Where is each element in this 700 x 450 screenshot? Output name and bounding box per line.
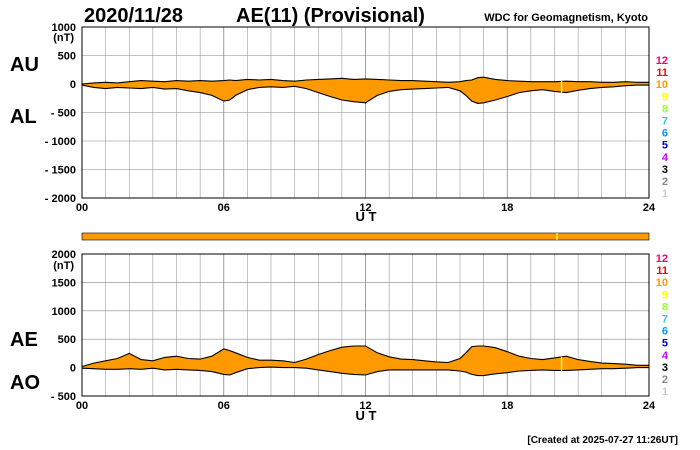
chart-title: AE(11) (Provisional) <box>236 5 425 27</box>
ae-ao-xtick-label: 00 <box>76 400 88 412</box>
ae-ao-ytick-label: 2000 <box>52 249 76 261</box>
source-label: WDC for Geomagnetism, Kyoto <box>484 12 648 24</box>
legend-level-5: 5 <box>662 140 668 152</box>
legend-level-7: 7 <box>662 116 668 128</box>
ae-ao-upper-line <box>81 345 649 368</box>
ae-ao-ytick-label: 1500 <box>52 277 76 289</box>
ae-ao-area-fill <box>82 346 649 376</box>
units-label-top: (nT) <box>53 32 74 44</box>
legend-level-5: 5 <box>662 338 668 350</box>
au-al-xtick-label: 24 <box>643 202 656 214</box>
label-ae: AE <box>10 329 38 351</box>
legend-level-4: 4 <box>662 152 669 164</box>
au-al-xtick-label: 18 <box>501 202 513 214</box>
legend-level-4: 4 <box>662 350 669 362</box>
date-label: 2020/11/28 <box>84 5 183 27</box>
legend-level-12: 12 <box>656 55 668 67</box>
au-al-xtick-label: 06 <box>218 202 230 214</box>
legend-level-7: 7 <box>662 314 668 326</box>
legend-level-1: 1 <box>662 188 668 200</box>
ae-ao-lower-line <box>81 366 649 377</box>
legend-level-10: 10 <box>656 277 668 289</box>
units-label-bottom: (nT) <box>53 260 74 272</box>
legend-level-2: 2 <box>662 374 668 386</box>
ae-ao-ytick-label: 0 <box>70 363 76 375</box>
legend-level-9: 9 <box>662 91 668 103</box>
label-ao: AO <box>10 372 40 394</box>
ae-ao-xtick-label: 18 <box>501 400 513 412</box>
status-bar <box>81 232 650 241</box>
ae-ao-xtick-label: 12 <box>359 400 371 412</box>
x-axis-title-bottom: U T <box>356 408 377 423</box>
au-al-ytick-label: - 500 <box>51 108 76 120</box>
x-axis-title-top: U T <box>356 209 377 224</box>
ae-ao-ytick-label: 1000 <box>52 306 76 318</box>
au-al-ytick-label: 1000 <box>52 22 76 34</box>
legend-level-11: 11 <box>656 265 668 277</box>
legend-level-8: 8 <box>662 301 668 313</box>
legend-level-1: 1 <box>662 386 668 398</box>
au-al-ytick-label: - 2000 <box>45 193 76 205</box>
au-al-upper-line <box>81 76 649 85</box>
au-al-xtick-label: 00 <box>76 202 88 214</box>
au-al-ytick-label: 0 <box>70 79 76 91</box>
ae-ao-ytick-label: 500 <box>58 334 76 346</box>
au-al-frame <box>81 26 650 199</box>
au-al-area-fill <box>82 77 649 104</box>
legend-level-12: 12 <box>656 253 668 265</box>
au-al-xtick-label: 12 <box>359 202 371 214</box>
ae-ao-frame <box>81 253 650 397</box>
au-al-ytick-label: - 1500 <box>45 165 76 177</box>
legend-level-6: 6 <box>662 128 668 140</box>
legend-level-6: 6 <box>662 326 668 338</box>
au-al-ytick-label: - 1000 <box>45 136 76 148</box>
legend-level-11: 11 <box>656 67 668 79</box>
label-au: AU <box>10 54 39 76</box>
au-al-ytick-label: 500 <box>58 51 76 63</box>
legend-level-10: 10 <box>656 79 668 91</box>
legend-level-2: 2 <box>662 176 668 188</box>
legend-level-3: 3 <box>662 164 668 176</box>
legend-level-3: 3 <box>662 362 668 374</box>
label-al: AL <box>10 106 37 128</box>
created-stamp: [Created at 2025-07-27 11:26UT] <box>527 435 678 446</box>
ae-ao-xtick-label: 24 <box>643 400 656 412</box>
legend-level-9: 9 <box>662 289 668 301</box>
legend-level-8: 8 <box>662 103 668 115</box>
au-al-lower-line <box>81 84 649 104</box>
ae-ao-xtick-label: 06 <box>218 400 230 412</box>
ae-ao-ytick-label: - 500 <box>51 391 76 403</box>
